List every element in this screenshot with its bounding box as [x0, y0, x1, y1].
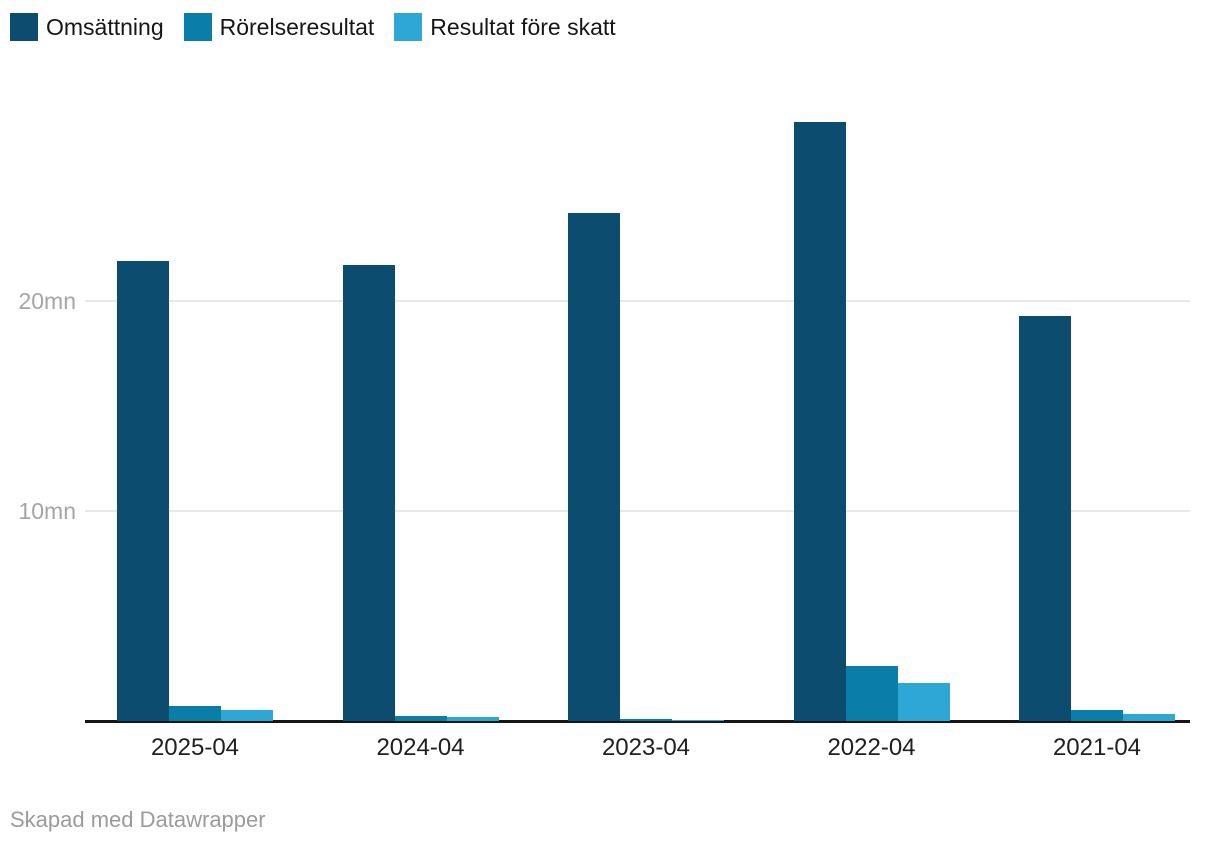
bar-resultat-fore-skatt[interactable] [672, 720, 724, 721]
x-axis-label: 2023-04 [601, 734, 691, 761]
bar-rorelseresultat[interactable] [845, 666, 898, 721]
y-gridline [85, 510, 1190, 512]
legend-item-resultat-fore-skatt: Resultat före skatt [394, 13, 616, 41]
legend-swatch-rorelseresultat [183, 13, 212, 41]
x-axis-label: 2024-04 [376, 734, 465, 761]
legend-swatch-omsattning [10, 13, 38, 41]
legend: Omsättning Rörelseresultat Resultat före… [10, 13, 616, 41]
bar-rorelseresultat[interactable] [394, 716, 447, 721]
bar-omsattning[interactable] [117, 261, 169, 721]
y-axis-tick-label: 10mn [18, 498, 76, 524]
bar-resultat-fore-skatt[interactable] [221, 710, 273, 721]
legend-item-omsattning: Omsättning [10, 13, 164, 41]
bar-omsattning[interactable] [793, 122, 846, 721]
bar-rorelseresultat[interactable] [620, 719, 672, 721]
bar-omsattning[interactable] [568, 213, 620, 721]
legend-item-rorelseresultat: Rörelseresultat [183, 13, 375, 41]
bar-omsattning[interactable] [1019, 316, 1071, 721]
bar-resultat-fore-skatt[interactable] [446, 717, 499, 721]
attribution-text: Skapad med Datawrapper [10, 807, 266, 832]
x-axis-line [85, 720, 1190, 723]
bar-omsattning[interactable] [342, 265, 395, 721]
x-axis-label: 2022-04 [827, 734, 916, 761]
bar-rorelseresultat[interactable] [1071, 710, 1123, 721]
legend-swatch-resultat-fore-skatt [394, 13, 423, 41]
x-axis-label: 2025-04 [150, 734, 240, 761]
y-axis-tick-label: 20mn [18, 288, 76, 314]
x-axis-label: 2021-04 [1052, 734, 1142, 761]
bar-rorelseresultat[interactable] [169, 706, 221, 721]
legend-label-resultat-fore-skatt: Resultat före skatt [430, 14, 616, 40]
legend-label-rorelseresultat: Rörelseresultat [219, 14, 375, 40]
bar-resultat-fore-skatt[interactable] [897, 683, 950, 721]
bar-resultat-fore-skatt[interactable] [1123, 714, 1175, 721]
legend-label-omsattning: Omsättning [46, 14, 164, 40]
y-gridline [85, 300, 1190, 302]
